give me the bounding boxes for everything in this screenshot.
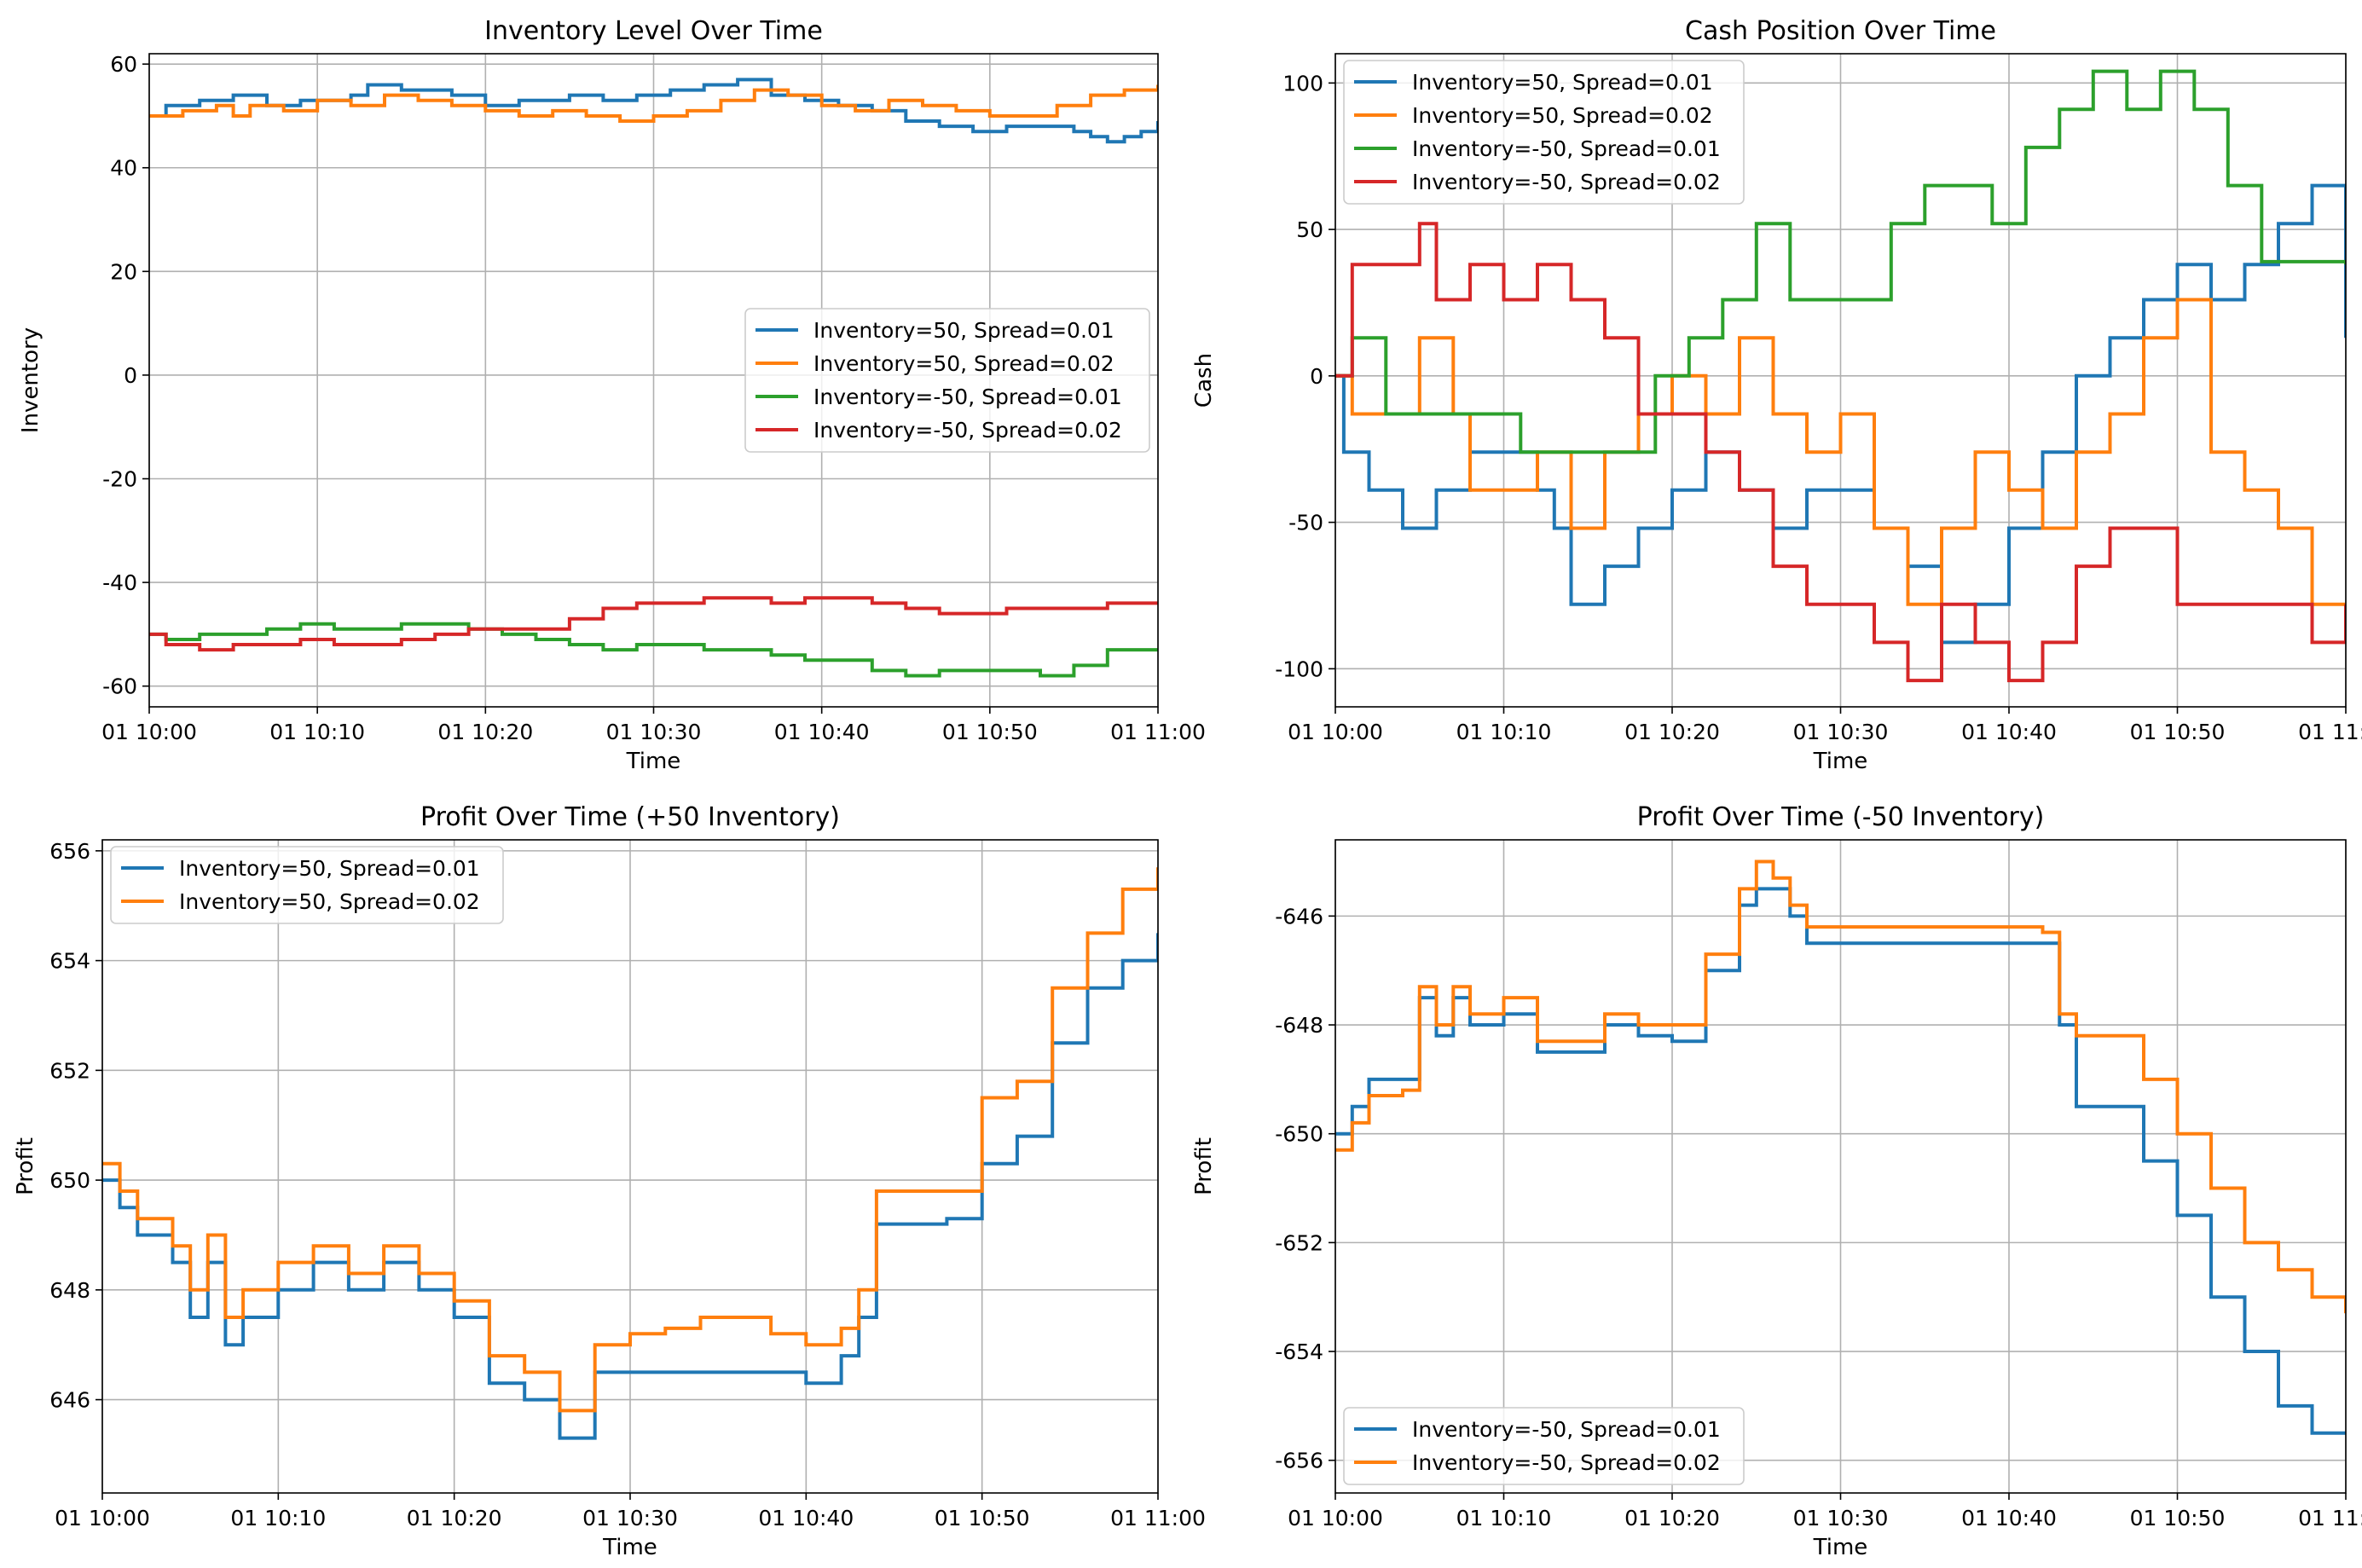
legend-box [744, 308, 1150, 453]
chart-title: Profit Over Time (+50 Inventory) [420, 802, 840, 832]
series-line-3 [149, 622, 1158, 678]
chart-title: Inventory Level Over Time [484, 16, 823, 46]
series-line-4 [149, 596, 1158, 652]
x-tick-label: 01 10:00 [55, 1506, 150, 1530]
x-tick-label: 01 10:00 [1288, 720, 1383, 744]
x-tick-label: 01 11:00 [1110, 1506, 1206, 1530]
y-tick-label: 656 [49, 839, 90, 864]
legend-box [1343, 1407, 1745, 1485]
chart-title: Cash Position Over Time [1685, 16, 1996, 46]
y-axis-label: Profit [1191, 1137, 1217, 1195]
series-line-2 [102, 867, 1158, 1413]
chart-1: 01 10:00 01 10:10 01 10:20 01 10:30 01 10:40… [18, 16, 1206, 774]
legend-label: Inventory=50, Spread=0.01 [813, 318, 1114, 343]
y-tick-label: -40 [102, 570, 137, 595]
x-tick-label: 01 10:50 [942, 720, 1038, 744]
y-tick-label: 0 [124, 363, 137, 388]
x-axis-label: Time [1813, 1535, 1868, 1560]
y-tick-label: 20 [110, 259, 137, 284]
x-tick-label: 01 10:40 [758, 1506, 854, 1530]
x-tick-label: 01 10:00 [101, 720, 197, 744]
x-tick-label: 01 10:30 [1793, 1506, 1889, 1530]
x-tick-label: 01 10:30 [606, 720, 702, 744]
legend-label: Inventory=-50, Spread=0.01 [813, 385, 1122, 409]
y-tick-label: 654 [49, 949, 90, 974]
legend-label: Inventory=-50, Spread=0.01 [1412, 136, 1721, 161]
legend-label: Inventory=50, Spread=0.02 [1412, 103, 1713, 128]
legend-label: Inventory=-50, Spread=0.01 [1412, 1417, 1721, 1442]
y-tick-label: 650 [49, 1168, 90, 1193]
y-tick-label: -50 [1288, 511, 1323, 535]
x-tick-label: 01 10:40 [774, 720, 870, 744]
series-line-2 [1335, 298, 2346, 606]
series-line-4 [1335, 222, 2346, 683]
y-tick-label: -20 [102, 467, 137, 492]
legend-label: Inventory=-50, Spread=0.02 [1412, 1450, 1721, 1475]
x-tick-label: 01 11:00 [2298, 1506, 2362, 1530]
y-tick-label: -652 [1275, 1230, 1323, 1255]
legend: Inventory=50, Spread=0.01 Inventory=50, S… [744, 308, 1150, 453]
y-tick-label: 50 [1296, 217, 1323, 242]
y-tick-label: 60 [110, 52, 137, 77]
y-tick-label: -654 [1275, 1339, 1323, 1364]
series-line-2 [149, 84, 1158, 123]
x-tick-label: 01 10:40 [1961, 1506, 2057, 1530]
x-tick-label: 01 10:10 [230, 1506, 326, 1530]
series-line-1 [149, 78, 1158, 144]
series-line-2 [1335, 859, 2346, 1314]
y-tick-label: -656 [1275, 1449, 1323, 1473]
x-tick-label: 01 10:30 [582, 1506, 678, 1530]
chart-title: Profit Over Time (-50 Inventory) [1637, 802, 2045, 832]
y-tick-label: 652 [49, 1058, 90, 1083]
chart-2: 01 10:00 01 10:10 01 10:20 01 10:30 01 10:40… [1191, 16, 2362, 774]
x-tick-label: 01 10:50 [935, 1506, 1030, 1530]
y-tick-label: 648 [49, 1278, 90, 1303]
chart-4: 01 10:00 01 10:10 01 10:20 01 10:30 01 10:40… [1191, 802, 2362, 1560]
legend-label: Inventory=50, Spread=0.02 [179, 889, 480, 914]
x-axis-label: Time [626, 749, 681, 774]
y-tick-label: -100 [1275, 657, 1323, 681]
y-tick-label: 0 [1310, 364, 1323, 389]
x-axis-label: Time [1813, 749, 1868, 774]
y-tick-label: -646 [1275, 904, 1323, 929]
x-axis-label: Time [602, 1535, 657, 1560]
x-tick-label: 01 10:30 [1793, 720, 1889, 744]
x-tick-label: 01 10:10 [1456, 1506, 1552, 1530]
legend: Inventory=-50, Spread=0.01 Inventory=-50,… [1343, 1407, 1745, 1485]
y-tick-label: 646 [49, 1388, 90, 1413]
y-axis-label: Inventory [18, 327, 43, 433]
legend-label: Inventory=50, Spread=0.02 [813, 351, 1114, 376]
y-axis-label: Profit [13, 1137, 38, 1195]
x-tick-label: 01 10:10 [1456, 720, 1552, 744]
x-tick-label: 01 10:40 [1961, 720, 2057, 744]
x-tick-label: 01 10:50 [2130, 720, 2226, 744]
y-tick-label: 100 [1282, 71, 1323, 95]
x-tick-label: 01 10:00 [1288, 1506, 1383, 1530]
y-tick-label: -648 [1275, 1013, 1323, 1038]
series-line-1 [1335, 183, 2346, 645]
legend: Inventory=50, Spread=0.01 Inventory=50, S… [110, 846, 504, 924]
legend-label: Inventory=-50, Spread=0.02 [813, 418, 1122, 443]
y-tick-label: -60 [102, 674, 137, 699]
x-tick-label: 01 10:20 [437, 720, 533, 744]
legend-label: Inventory=50, Spread=0.01 [1412, 70, 1713, 95]
x-tick-label: 01 10:20 [407, 1506, 502, 1530]
x-tick-label: 01 10:10 [269, 720, 365, 744]
y-tick-label: -650 [1275, 1122, 1323, 1147]
legend-label: Inventory=-50, Spread=0.02 [1412, 170, 1721, 194]
x-tick-label: 01 10:20 [1624, 720, 1720, 744]
x-tick-label: 01 11:00 [1110, 720, 1206, 744]
y-axis-label: Cash [1191, 353, 1217, 408]
x-tick-label: 01 11:00 [2298, 720, 2362, 744]
x-tick-label: 01 10:20 [1624, 1506, 1720, 1530]
x-tick-label: 01 10:50 [2130, 1506, 2226, 1530]
legend: Inventory=50, Spread=0.01 Inventory=50, S… [1343, 60, 1745, 205]
series-line-3 [1335, 69, 2346, 454]
y-tick-label: 40 [110, 156, 137, 181]
chart-3: 01 10:00 01 10:10 01 10:20 01 10:30 01 10:40… [13, 802, 1206, 1560]
legend-box [1343, 60, 1745, 205]
legend-box [110, 846, 504, 924]
legend-label: Inventory=50, Spread=0.01 [179, 856, 480, 881]
